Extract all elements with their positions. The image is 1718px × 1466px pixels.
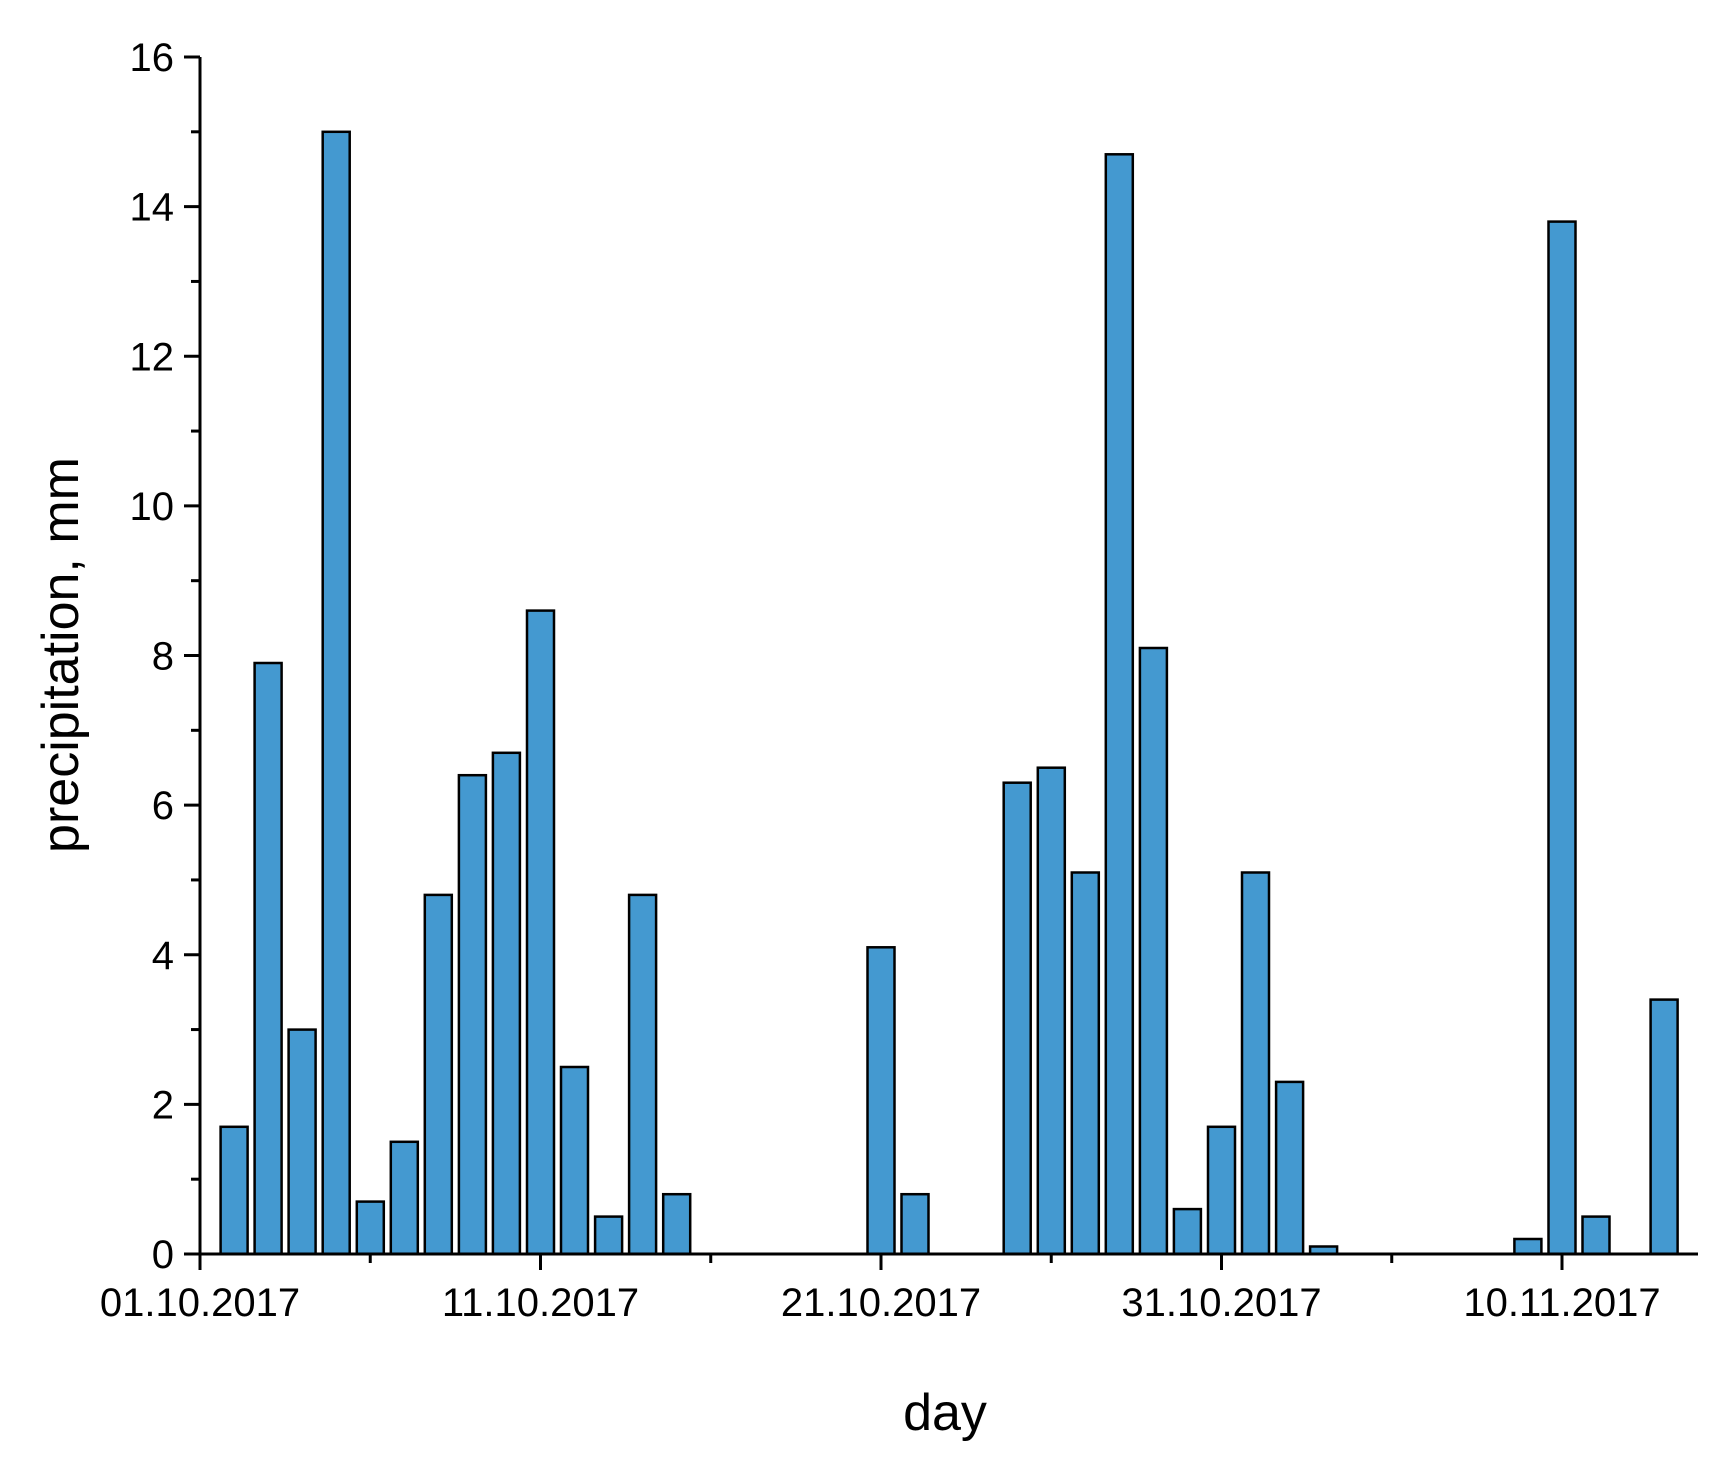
bar-27.10.2017 xyxy=(1070,871,1101,1256)
bar-02.10.2017 xyxy=(219,1125,249,1256)
bar-30.10.2017 xyxy=(1172,1207,1203,1256)
axes xyxy=(184,55,1698,1270)
y-tick-label: 2 xyxy=(152,1083,174,1127)
bar-11.10.2017 xyxy=(525,609,556,1256)
bar-10.11.2017 xyxy=(1547,220,1577,1256)
bar-07.10.2017 xyxy=(389,1140,420,1256)
bar-31.10.2017 xyxy=(1206,1125,1237,1256)
bar-13.10.2017 xyxy=(593,1215,624,1256)
bar-25.10.2017 xyxy=(1002,781,1032,1256)
x-axis-title: day xyxy=(903,1384,987,1442)
bar-28.10.2017 xyxy=(1104,153,1135,1256)
bar-03.10.2017 xyxy=(253,661,283,1256)
x-tick-label: 10.11.2017 xyxy=(1463,1281,1660,1325)
x-tick-label: 31.10.2017 xyxy=(1121,1281,1321,1325)
bar-01.11.2017 xyxy=(1240,871,1271,1256)
bars xyxy=(219,130,1679,1256)
y-tick-label: 4 xyxy=(152,934,174,978)
bar-10.10.2017 xyxy=(491,751,522,1256)
y-tick-label: 0 xyxy=(152,1233,174,1277)
tick-labels: 0 2 4 6 8 10 12 14 16 01.10.2017 11.10.2017 21.10.2… xyxy=(100,36,1661,1325)
bar-04.10.2017 xyxy=(287,1028,317,1256)
bar-08.10.2017 xyxy=(423,893,454,1256)
bar-15.10.2017 xyxy=(661,1192,692,1256)
bar-14.10.2017 xyxy=(627,893,658,1256)
x-tick-label: 01.10.2017 xyxy=(100,1281,300,1325)
bar-09.10.2017 xyxy=(457,773,488,1256)
bar-12.10.2017 xyxy=(559,1065,590,1256)
bar-22.10.2017 xyxy=(900,1192,930,1256)
bar-09.11.2017 xyxy=(1513,1237,1543,1256)
x-tick-label: 11.10.2017 xyxy=(442,1281,639,1325)
x-tick-label: 21.10.2017 xyxy=(781,1281,981,1325)
y-tick-label: 16 xyxy=(130,36,175,80)
bar-13.11.2017 xyxy=(1649,998,1679,1256)
bar-05.10.2017 xyxy=(321,130,351,1256)
bar-11.11.2017 xyxy=(1581,1215,1611,1256)
y-tick-label: 6 xyxy=(152,784,174,828)
y-axis-title: precipitation, mm xyxy=(32,457,90,853)
y-tick-label: 10 xyxy=(130,485,175,529)
bar-26.10.2017 xyxy=(1036,766,1067,1256)
y-tick-label: 14 xyxy=(130,186,175,230)
bar-02.11.2017 xyxy=(1274,1080,1305,1256)
y-tick-label: 8 xyxy=(152,635,174,679)
bar-29.10.2017 xyxy=(1138,646,1169,1256)
bar-21.10.2017 xyxy=(866,946,896,1256)
bar-06.10.2017 xyxy=(355,1200,386,1256)
y-tick-label: 12 xyxy=(130,335,175,379)
